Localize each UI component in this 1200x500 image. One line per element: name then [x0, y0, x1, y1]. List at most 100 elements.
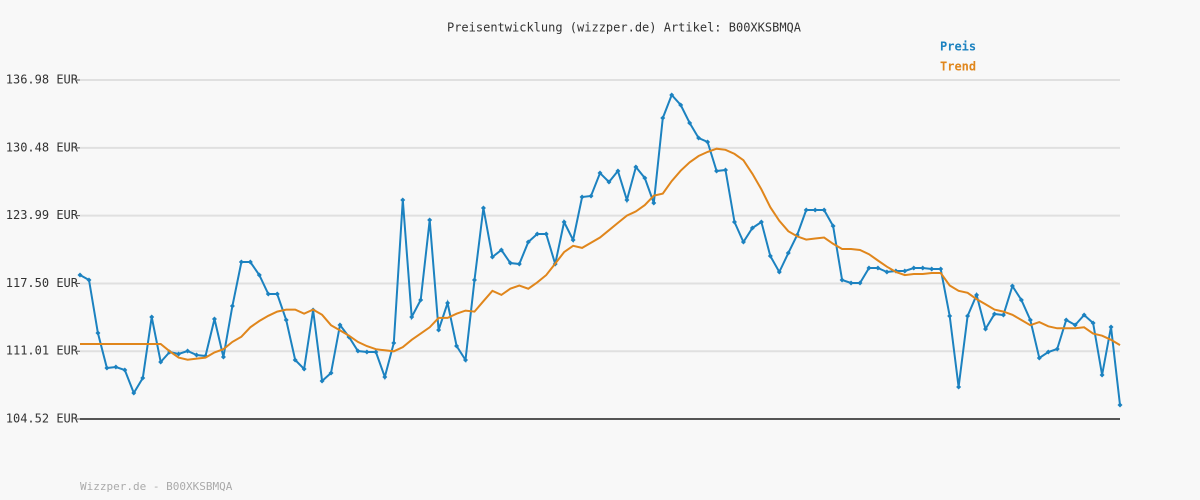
point-marker: [525, 239, 531, 245]
point-marker: [597, 170, 603, 176]
point-marker: [355, 348, 361, 354]
point-marker: [463, 357, 469, 363]
point-marker: [140, 375, 146, 381]
point-marker: [265, 291, 271, 297]
point-marker: [498, 247, 504, 253]
point-marker: [471, 277, 477, 283]
point-marker: [633, 164, 639, 170]
point-marker: [454, 343, 460, 349]
point-marker: [696, 135, 702, 141]
point-marker: [1099, 372, 1105, 378]
point-marker: [328, 370, 334, 376]
point-marker: [77, 272, 83, 278]
point-marker: [991, 311, 997, 317]
point-marker: [1000, 312, 1006, 318]
point-marker: [714, 168, 720, 174]
point-marker: [319, 378, 325, 384]
point-marker: [705, 139, 711, 145]
point-marker: [642, 175, 648, 181]
point-marker: [678, 102, 684, 108]
point-marker: [884, 269, 890, 275]
point-marker: [1108, 324, 1114, 330]
point-marker: [767, 253, 773, 259]
point-marker: [229, 303, 235, 309]
point-marker: [364, 349, 370, 355]
point-marker: [956, 384, 962, 390]
point-marker: [256, 272, 262, 278]
point-marker: [418, 297, 424, 303]
point-marker: [570, 237, 576, 243]
point-marker: [687, 120, 693, 126]
point-marker: [489, 254, 495, 260]
point-marker: [1063, 317, 1069, 323]
point-marker: [194, 352, 200, 358]
point-marker: [866, 265, 872, 271]
point-marker: [821, 207, 827, 213]
point-marker: [588, 193, 594, 199]
point-marker: [911, 265, 917, 271]
point-marker: [830, 223, 836, 229]
point-marker: [1018, 297, 1024, 303]
point-marker: [534, 231, 540, 237]
point-marker: [427, 217, 433, 223]
point-marker: [1117, 402, 1123, 408]
point-marker: [848, 280, 854, 286]
point-marker: [875, 265, 881, 271]
chart-title: Preisentwicklung (wizzper.de) Artikel: B…: [447, 21, 802, 35]
point-marker: [902, 268, 908, 274]
point-marker: [409, 314, 415, 320]
point-marker: [1072, 322, 1078, 328]
point-marker: [669, 92, 675, 98]
point-marker: [947, 313, 953, 319]
point-marker: [660, 115, 666, 121]
point-marker: [776, 269, 782, 275]
point-marker: [1090, 320, 1096, 326]
point-marker: [149, 314, 155, 320]
point-marker: [382, 374, 388, 380]
point-marker: [391, 340, 397, 346]
point-marker: [113, 364, 119, 370]
y-tick-label: 123.99 EUR: [6, 208, 79, 222]
point-marker: [436, 327, 442, 333]
point-marker: [803, 207, 809, 213]
legend-label: Trend: [940, 60, 976, 74]
y-tick-label: 130.48 EUR: [6, 140, 79, 154]
point-marker: [337, 322, 343, 328]
point-marker: [561, 219, 567, 225]
point-marker: [723, 167, 729, 173]
legend-label: Preis: [940, 40, 976, 54]
point-marker: [929, 266, 935, 272]
point-marker: [606, 179, 612, 185]
point-marker: [974, 292, 980, 298]
point-marker: [1081, 312, 1087, 318]
point-marker: [731, 219, 737, 225]
point-marker: [158, 359, 164, 365]
footer: Wizzper.de - B00XKSBMQA: [80, 480, 233, 493]
point-marker: [516, 261, 522, 267]
point-marker: [615, 168, 621, 174]
point-marker: [220, 354, 226, 360]
point-marker: [400, 197, 406, 203]
point-marker: [624, 197, 630, 203]
point-marker: [238, 259, 244, 265]
point-marker: [104, 365, 110, 371]
point-marker: [445, 300, 451, 306]
point-marker: [131, 390, 137, 396]
point-marker: [839, 277, 845, 283]
series-line: [80, 147, 1121, 361]
point-marker: [247, 259, 253, 265]
y-tick-label: 111.01 EUR: [6, 344, 79, 358]
point-marker: [283, 317, 289, 323]
point-marker: [292, 357, 298, 363]
point-marker: [1054, 346, 1060, 352]
point-marker: [185, 348, 191, 354]
point-marker: [965, 313, 971, 319]
point-marker: [274, 291, 280, 297]
point-marker: [176, 351, 182, 357]
y-tick-label: 104.52 EUR: [6, 412, 79, 426]
point-marker: [373, 349, 379, 355]
point-marker: [543, 231, 549, 237]
point-marker: [785, 250, 791, 256]
